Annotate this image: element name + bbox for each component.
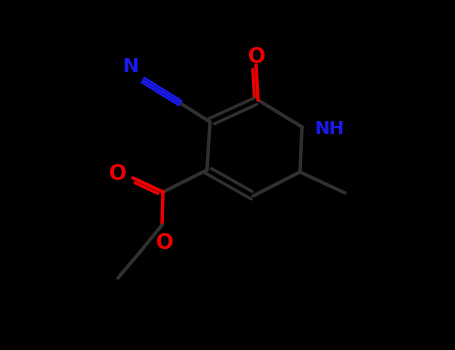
Text: O: O [156, 233, 174, 253]
Text: NH: NH [314, 120, 344, 138]
Text: O: O [248, 47, 266, 67]
Text: N: N [123, 57, 139, 76]
Text: O: O [109, 164, 127, 184]
